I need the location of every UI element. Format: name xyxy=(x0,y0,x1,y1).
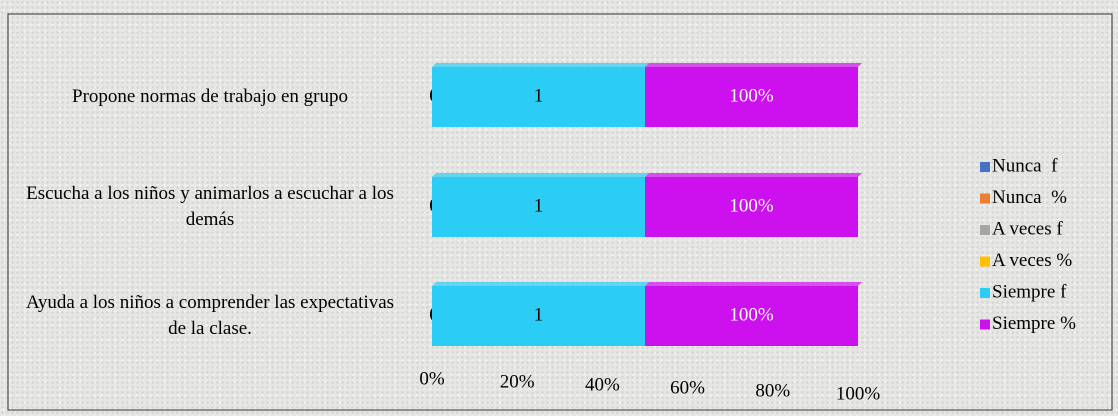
bar-segment xyxy=(645,177,858,237)
legend-label: A veces % xyxy=(992,250,1072,271)
bar-segment xyxy=(432,67,645,127)
data-label: 1 xyxy=(534,304,544,325)
bar-segment xyxy=(645,67,858,127)
chart-border xyxy=(7,13,1113,411)
bar-segment xyxy=(645,286,858,346)
bar-segment xyxy=(432,177,645,237)
bar-top xyxy=(645,282,862,286)
legend-label: Siempre f xyxy=(992,281,1067,302)
x-tick-label: 60% xyxy=(670,377,705,398)
legend-swatch xyxy=(980,193,990,204)
bar-top xyxy=(432,282,649,286)
bar-segment xyxy=(432,286,645,346)
data-label: 1 xyxy=(534,195,544,216)
category-label: Propone normas de trabajo en grupo xyxy=(72,86,348,107)
bar-top xyxy=(645,173,862,177)
legend-swatch xyxy=(980,225,990,235)
legend-swatch xyxy=(980,256,990,267)
bar-top xyxy=(645,63,862,67)
x-tick-label: 100% xyxy=(836,383,881,404)
legend-swatch xyxy=(980,288,990,298)
data-label: 100% xyxy=(729,304,774,325)
x-tick-label: 20% xyxy=(500,371,535,392)
legend-label: Siempre % xyxy=(992,313,1076,334)
bar-top xyxy=(432,173,649,177)
data-label: 1 xyxy=(534,85,544,106)
x-tick-label: 40% xyxy=(585,374,620,395)
legend-swatch xyxy=(980,162,990,172)
x-tick-label: 0% xyxy=(419,368,445,389)
legend-label: Nunca % xyxy=(992,187,1067,208)
legend-label: Nunca f xyxy=(992,155,1058,176)
legend-swatch xyxy=(980,319,990,330)
bar-top xyxy=(432,63,649,67)
data-label: 100% xyxy=(729,85,774,106)
category-label: Ayuda a los niños a comprender las expec… xyxy=(25,292,395,339)
data-label: 100% xyxy=(729,195,774,216)
category-label: Escucha a los niños y animarlos a escuch… xyxy=(26,183,394,230)
legend-label: A veces f xyxy=(992,218,1063,239)
x-tick-label: 80% xyxy=(755,380,790,401)
